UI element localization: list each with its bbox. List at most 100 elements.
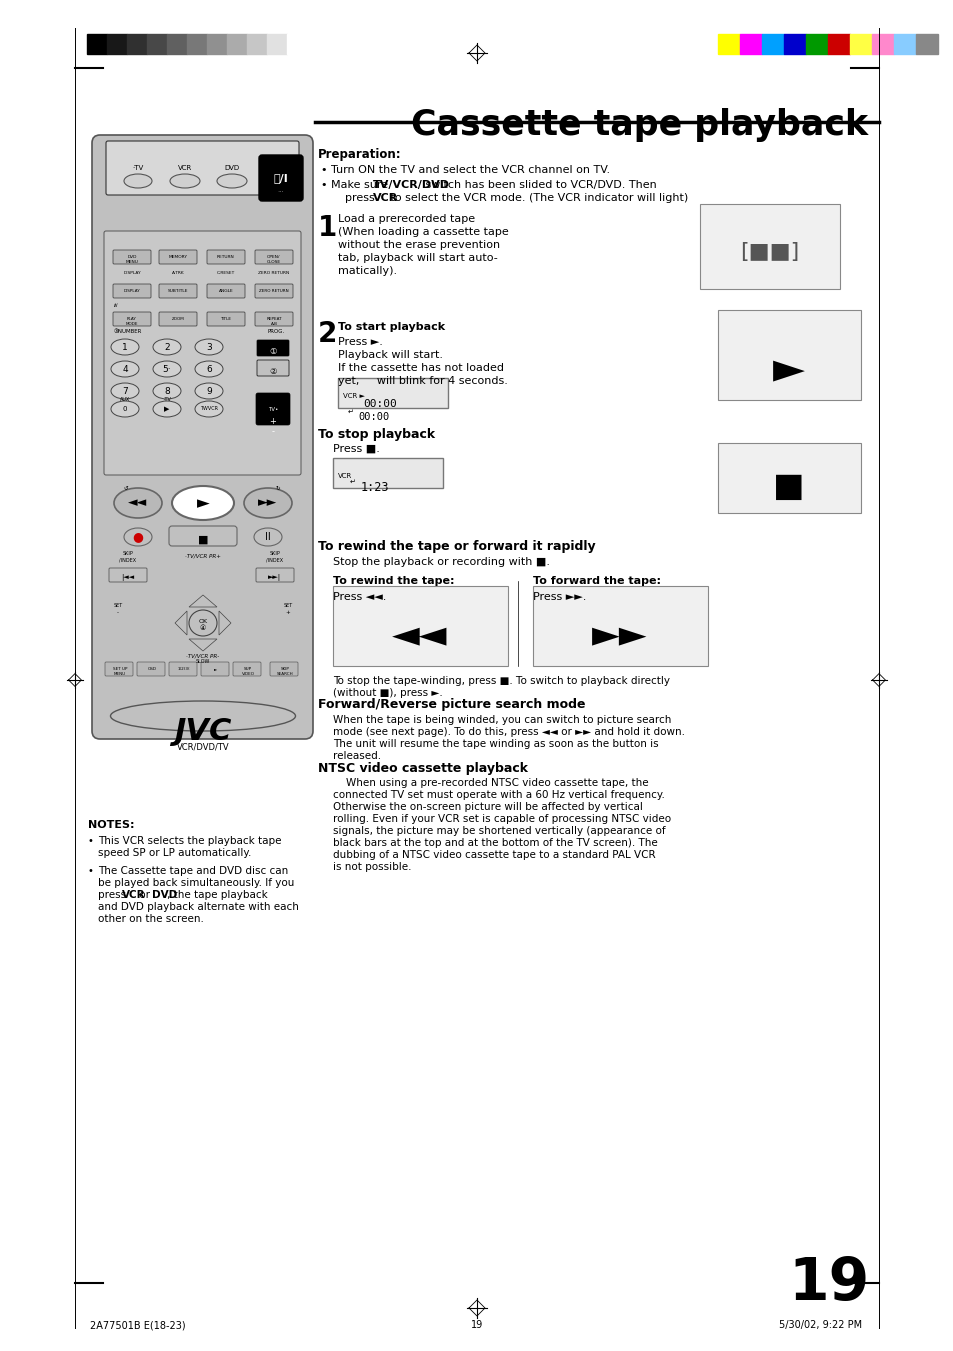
Text: ►►: ►► — [258, 497, 277, 509]
Text: mode (see next page). To do this, press ◄◄ or ►► and hold it down.: mode (see next page). To do this, press … — [333, 727, 684, 738]
Bar — [915, 34, 937, 54]
Bar — [287, 34, 307, 54]
Ellipse shape — [152, 382, 181, 399]
Text: [■■]: [■■] — [740, 242, 799, 262]
Text: DISPLAY: DISPLAY — [123, 272, 141, 276]
Bar — [783, 34, 805, 54]
Text: SUBTITLE: SUBTITLE — [168, 289, 188, 293]
Text: ►►: ►► — [592, 617, 647, 653]
Bar — [533, 586, 707, 666]
Text: •: • — [319, 165, 326, 176]
Bar — [333, 586, 507, 666]
Text: RETURN: RETURN — [217, 255, 234, 259]
Text: •: • — [88, 836, 93, 846]
Text: A.TRK: A.TRK — [172, 272, 184, 276]
FancyBboxPatch shape — [254, 312, 293, 326]
Ellipse shape — [194, 401, 223, 417]
Text: 5/30/02, 9:22 PM: 5/30/02, 9:22 PM — [778, 1320, 862, 1329]
Text: or: or — [136, 890, 153, 900]
Bar — [127, 34, 147, 54]
Text: signals, the picture may be shortened vertically (appearance of: signals, the picture may be shortened ve… — [333, 825, 665, 836]
Text: VCR: VCR — [372, 193, 397, 203]
Text: •: • — [88, 866, 93, 875]
Text: To start playback: To start playback — [337, 322, 445, 332]
Text: SUP
VIDEO: SUP VIDEO — [241, 667, 254, 676]
Text: To forward the tape:: To forward the tape: — [533, 576, 660, 586]
Bar — [718, 443, 861, 513]
Text: SKIP: SKIP — [270, 551, 280, 557]
FancyBboxPatch shape — [104, 231, 301, 476]
Text: -: - — [272, 427, 274, 436]
Text: DVD: DVD — [224, 165, 239, 172]
Text: ①: ① — [269, 347, 276, 357]
FancyBboxPatch shape — [112, 250, 151, 263]
Text: OPEN/
CLOSE: OPEN/ CLOSE — [267, 255, 281, 263]
Text: PROG.: PROG. — [267, 330, 284, 334]
FancyBboxPatch shape — [207, 312, 245, 326]
FancyBboxPatch shape — [256, 359, 289, 376]
Text: ⏻/I: ⏻/I — [274, 173, 288, 182]
Text: without the erase prevention: without the erase prevention — [337, 240, 499, 250]
Text: When the tape is being winded, you can switch to picture search: When the tape is being winded, you can s… — [333, 715, 671, 725]
Text: +: + — [270, 417, 276, 426]
Bar — [871, 34, 893, 54]
Text: C.RESET: C.RESET — [216, 272, 234, 276]
Text: ...: ... — [277, 186, 284, 193]
Text: other on the screen.: other on the screen. — [98, 915, 204, 924]
Text: Preparation:: Preparation: — [317, 149, 401, 161]
Ellipse shape — [113, 488, 162, 517]
FancyBboxPatch shape — [106, 141, 298, 195]
Bar — [761, 34, 783, 54]
Text: VCR: VCR — [122, 890, 146, 900]
Bar — [167, 34, 187, 54]
Text: ②: ② — [269, 367, 276, 376]
Text: REPEAT
A-B: REPEAT A-B — [266, 317, 281, 326]
Text: Otherwise the on-screen picture will be affected by vertical: Otherwise the on-screen picture will be … — [333, 802, 642, 812]
FancyBboxPatch shape — [137, 662, 165, 676]
Text: VCR: VCR — [177, 165, 192, 172]
Text: (without ■), press ►.: (without ■), press ►. — [333, 688, 442, 698]
Bar — [827, 34, 849, 54]
Text: ↵: ↵ — [350, 480, 355, 485]
Text: 00:00: 00:00 — [357, 412, 389, 422]
Bar — [87, 34, 107, 54]
Text: 2: 2 — [164, 343, 170, 351]
Text: to select the VCR mode. (The VCR indicator will light): to select the VCR mode. (The VCR indicat… — [387, 193, 688, 203]
Text: +: + — [285, 611, 290, 615]
Text: Press ►►.: Press ►►. — [533, 592, 586, 603]
Text: The Cassette tape and DVD disc can: The Cassette tape and DVD disc can — [98, 866, 288, 875]
Polygon shape — [219, 611, 231, 635]
Text: When using a pre-recorded NTSC video cassette tape, the: When using a pre-recorded NTSC video cas… — [333, 778, 648, 788]
Text: VCR/DVD/TV: VCR/DVD/TV — [176, 743, 229, 753]
Bar — [227, 34, 247, 54]
Text: 8: 8 — [164, 386, 170, 396]
Text: II: II — [265, 532, 271, 542]
FancyBboxPatch shape — [112, 312, 151, 326]
Ellipse shape — [111, 339, 139, 355]
FancyBboxPatch shape — [159, 250, 196, 263]
FancyBboxPatch shape — [159, 284, 196, 299]
Bar — [805, 34, 827, 54]
Bar — [893, 34, 915, 54]
Text: Playback will start.: Playback will start. — [337, 350, 442, 359]
Text: ■: ■ — [773, 470, 804, 503]
Ellipse shape — [152, 339, 181, 355]
Text: To stop the tape-winding, press ■. To switch to playback directly: To stop the tape-winding, press ■. To sw… — [333, 676, 669, 686]
Text: To rewind the tape:: To rewind the tape: — [333, 576, 454, 586]
Text: is not possible.: is not possible. — [333, 862, 411, 871]
Text: ■: ■ — [197, 535, 208, 544]
FancyBboxPatch shape — [91, 135, 313, 739]
Polygon shape — [174, 611, 187, 635]
Text: •: • — [319, 180, 326, 190]
Ellipse shape — [172, 486, 233, 520]
FancyBboxPatch shape — [112, 284, 151, 299]
Text: ↺: ↺ — [124, 485, 128, 490]
Bar — [207, 34, 227, 54]
Ellipse shape — [124, 528, 152, 546]
Ellipse shape — [111, 361, 139, 377]
Bar — [337, 378, 448, 408]
Text: ③NUMBER: ③NUMBER — [113, 330, 142, 334]
Text: OK: OK — [198, 619, 208, 624]
Text: rolling. Even if your VCR set is capable of processing NTSC video: rolling. Even if your VCR set is capable… — [333, 815, 670, 824]
Text: ④: ④ — [200, 626, 206, 631]
